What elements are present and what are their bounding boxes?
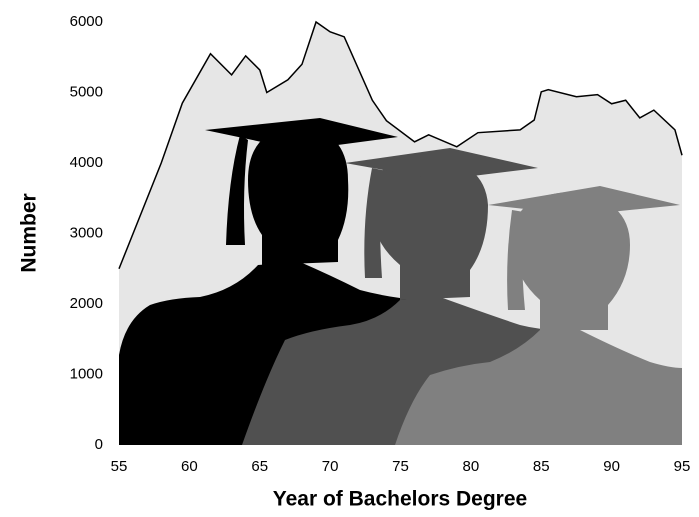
y-tick-label: 1000 xyxy=(70,365,103,382)
x-tick-label: 80 xyxy=(463,458,480,475)
y-tick-label: 0 xyxy=(95,436,103,453)
x-tick-label: 70 xyxy=(322,458,339,475)
y-tick-label: 6000 xyxy=(70,13,103,30)
x-tick-label: 65 xyxy=(251,458,268,475)
x-tick-label: 55 xyxy=(111,458,128,475)
y-tick-label: 4000 xyxy=(70,154,103,171)
y-tick-label: 3000 xyxy=(70,224,103,241)
x-tick-label: 60 xyxy=(181,458,198,475)
y-tick-label: 2000 xyxy=(70,295,103,312)
x-tick-label: 90 xyxy=(603,458,620,475)
x-axis-title: Year of Bachelors Degree xyxy=(273,488,527,511)
chart: Year of Bachelors Degree Number 0 1000 200… xyxy=(0,0,699,517)
x-tick-label: 85 xyxy=(533,458,550,475)
x-tick-label: 75 xyxy=(392,458,409,475)
y-axis-title: Number xyxy=(18,193,41,272)
y-tick-label: 5000 xyxy=(70,83,103,100)
x-tick-label: 95 xyxy=(674,458,691,475)
